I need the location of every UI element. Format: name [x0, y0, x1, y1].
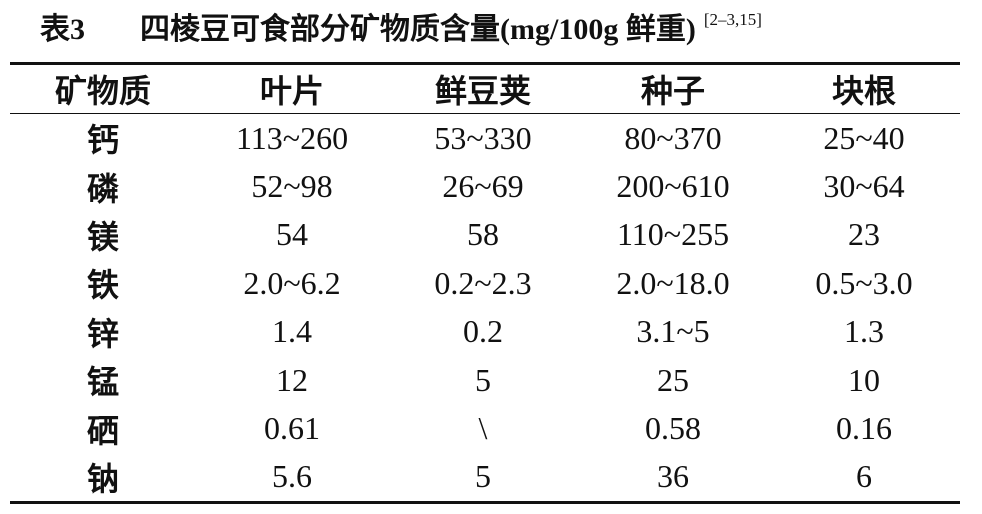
mineral-table: 矿物质 叶片 鲜豆荚 种子 块根 钙 113~260 53~330 80~370 25~40 磷 5…: [10, 62, 960, 505]
table-cell: 5.6: [272, 458, 312, 495]
table-cell: 80~370: [624, 119, 722, 156]
table-cell: 3.1~5: [636, 313, 710, 350]
header-cell: 叶片: [196, 63, 388, 114]
row-header: 硒: [86, 412, 119, 449]
row-header: 锌: [86, 315, 119, 352]
header-cell: 块根: [768, 63, 960, 114]
table-cell: 36: [657, 458, 689, 495]
table-row: 硒 0.61 \ 0.58 0.16: [10, 404, 960, 452]
header-cell: 种子: [578, 63, 768, 114]
table-label: 表3: [40, 13, 85, 46]
table-cell: 25: [657, 361, 689, 398]
table-cell: 113~260: [235, 119, 349, 156]
table-cell: 30~64: [823, 168, 905, 205]
table-row: 钙 113~260 53~330 80~370 25~40: [10, 114, 960, 163]
table-cell: 0.58: [645, 410, 701, 447]
table-cell: 53~330: [434, 119, 532, 156]
table-cell: 0.5~3.0: [815, 264, 913, 301]
table-cell: \: [478, 410, 488, 447]
table-cell: 54: [276, 216, 308, 253]
header-cell: 鲜豆荚: [388, 63, 578, 114]
table-cell: 6: [856, 458, 872, 495]
table-cell: 1.3: [844, 313, 884, 350]
row-header: 磷: [86, 170, 119, 207]
table-caption: 四棱豆可食部分矿物质含量(mg/100g 鲜重): [140, 13, 696, 46]
table-row: 锰 12 5 25 10: [10, 356, 960, 404]
table-body: 钙 113~260 53~330 80~370 25~40 磷 52~98 26~69 200~…: [10, 114, 960, 503]
table-row: 磷 52~98 26~69 200~610 30~64: [10, 162, 960, 210]
table-row: 锌 1.4 0.2 3.1~5 1.3: [10, 308, 960, 356]
table-row: 铁 2.0~6.2 0.2~2.3 2.0~18.0 0.5~3.0: [10, 259, 960, 307]
table-cell: 23: [848, 216, 880, 253]
header-cell: 矿物质: [10, 63, 196, 114]
table-cell: 2.0~6.2: [243, 264, 341, 301]
table-cell: 0.2~2.3: [434, 264, 532, 301]
table-cell: 200~610: [616, 168, 730, 205]
header-row: 矿物质 叶片 鲜豆荚 种子 块根: [10, 63, 960, 114]
table-cell: 52~98: [251, 168, 333, 205]
row-header: 钠: [86, 460, 119, 497]
table-cell: 25~40: [823, 119, 905, 156]
table-cell: 0.16: [836, 410, 892, 447]
table-cell: 1.4: [272, 313, 312, 350]
table-cell: 2.0~18.0: [616, 264, 730, 301]
table-cell: 110~255: [616, 216, 730, 253]
table-cell: 10: [848, 361, 880, 398]
row-header: 钙: [86, 122, 119, 159]
table-cell: 58: [467, 216, 499, 253]
table-cell: 5: [475, 458, 491, 495]
row-header: 镁: [86, 218, 119, 255]
row-header: 铁: [86, 267, 119, 304]
table-row: 镁 54 58 110~255 23: [10, 211, 960, 259]
table-cell: 5: [475, 361, 491, 398]
reference: [2–3,15]: [703, 10, 762, 29]
row-header: 锰: [86, 364, 119, 401]
table-cell: 12: [276, 361, 308, 398]
table-title: 表3 四棱豆可食部分矿物质含量(mg/100g 鲜重) [2–3,15]: [40, 4, 762, 48]
table-row: 钠 5.6 5 36 6: [10, 453, 960, 503]
table-cell: 0.2: [463, 313, 503, 350]
table-cell: 0.61: [264, 410, 320, 447]
table-cell: 26~69: [442, 168, 524, 205]
